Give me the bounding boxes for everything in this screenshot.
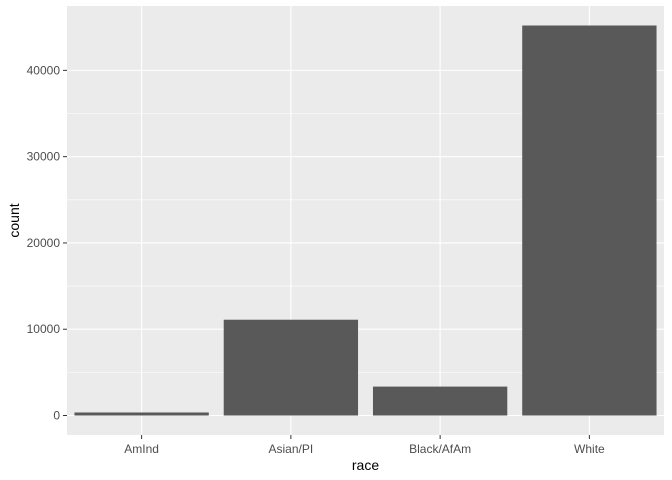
y-tick-label: 20000 [27,236,61,250]
x-tick-label: Black/AfAm [409,442,471,456]
x-tick-label: Asian/PI [269,442,314,456]
y-tick-label: 0 [53,409,60,423]
x-axis: AmInd Asian/PI Black/AfAm White [124,435,605,456]
y-axis-title: count [6,203,22,237]
y-tick-label: 10000 [27,322,61,336]
y-axis: 0 10000 20000 30000 40000 [27,63,67,423]
bar-black-afam [372,386,508,416]
x-axis-title: race [352,457,379,473]
y-tick-label: 40000 [27,63,61,77]
bar-asian-pi [223,319,359,416]
x-tick-label: White [574,442,605,456]
bars [74,25,657,416]
x-tick-label: AmInd [124,442,159,456]
bar-amind [74,412,209,416]
bar-white [522,25,657,416]
y-tick-label: 30000 [27,150,61,164]
